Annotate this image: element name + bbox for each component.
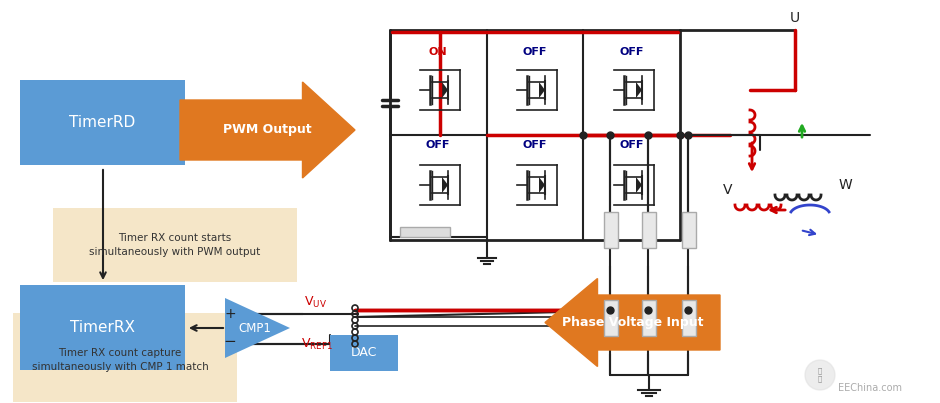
Text: $\mathsf{V_{REF1}}$: $\mathsf{V_{REF1}}$	[301, 337, 333, 351]
Text: W: W	[838, 178, 852, 192]
Text: 电
子: 电 子	[818, 368, 822, 382]
Polygon shape	[442, 82, 448, 98]
Bar	[642, 300, 656, 336]
Text: CMP1: CMP1	[239, 322, 272, 334]
FancyBboxPatch shape	[13, 313, 237, 402]
Text: $\mathsf{V_{UV}}$: $\mathsf{V_{UV}}$	[304, 295, 327, 310]
Text: +: +	[224, 307, 236, 321]
Polygon shape	[636, 177, 642, 193]
Text: Timer RX count capture
simultaneously with CMP 1 match: Timer RX count capture simultaneously wi…	[32, 348, 209, 372]
Bar	[20, 80, 185, 165]
Text: Phase Voltage Input: Phase Voltage Input	[562, 316, 703, 329]
Polygon shape	[442, 177, 448, 193]
Text: OFF: OFF	[619, 47, 644, 57]
FancyBboxPatch shape	[53, 208, 297, 282]
Text: OFF: OFF	[426, 140, 450, 150]
Bar	[642, 212, 656, 248]
Text: DAC: DAC	[351, 347, 377, 359]
Bar	[604, 212, 618, 248]
Text: U: U	[790, 11, 800, 25]
Text: ON: ON	[429, 47, 447, 57]
Polygon shape	[545, 278, 720, 366]
Circle shape	[805, 360, 835, 390]
Bar	[682, 212, 696, 248]
Text: TimerRD: TimerRD	[70, 115, 135, 130]
Text: −: −	[224, 334, 236, 349]
Text: OFF: OFF	[523, 47, 547, 57]
Polygon shape	[539, 82, 545, 98]
Bar	[400, 227, 450, 237]
Bar	[20, 285, 185, 370]
Polygon shape	[539, 177, 545, 193]
Polygon shape	[225, 298, 290, 358]
Text: PWM Output: PWM Output	[223, 123, 312, 137]
Bar	[330, 335, 398, 371]
Text: Timer RX count starts
simultaneously with PWM output: Timer RX count starts simultaneously wit…	[89, 233, 260, 257]
Polygon shape	[180, 82, 355, 178]
Text: OFF: OFF	[619, 140, 644, 150]
Text: OFF: OFF	[523, 140, 547, 150]
Polygon shape	[636, 82, 642, 98]
Text: TimerRX: TimerRX	[70, 320, 135, 335]
Bar	[682, 300, 696, 336]
Text: EEChina.com: EEChina.com	[838, 383, 902, 393]
Text: V: V	[723, 183, 733, 197]
Bar	[604, 300, 618, 336]
